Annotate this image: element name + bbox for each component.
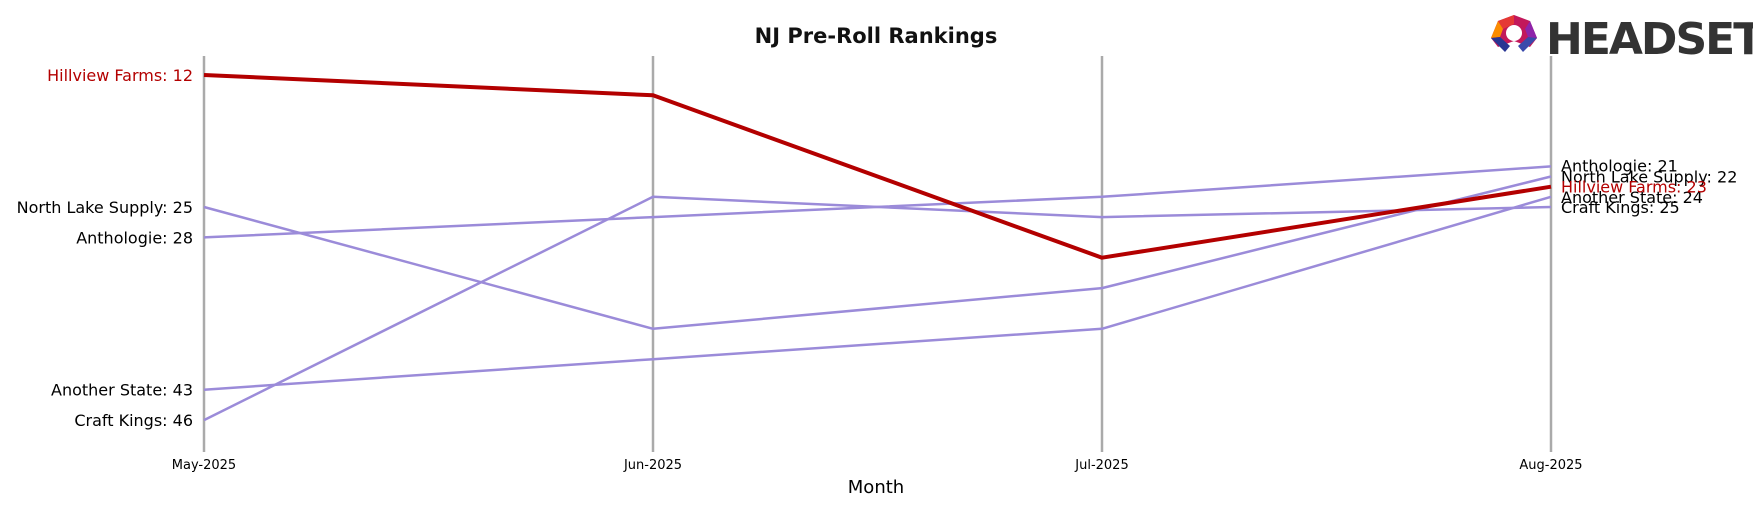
end-label-anthologie: Anthologie: 21 [1561,156,1678,175]
start-labels: North Lake Supply: 25 Anthologie: 28 Anoth… [17,66,193,430]
end-label-craft-kings: Craft Kings: 25 [1561,198,1680,217]
series-line-north-lake-supply [203,175,1552,331]
x-tick-jun-2025: Jun-2025 [623,458,682,473]
start-label-anthologie: Anthologie: 28 [76,228,193,247]
x-tick-labels: May-2025 Jun-2025 Jul-2025 Aug-2025 [172,458,1583,473]
x-tick-aug-2025: Aug-2025 [1519,458,1582,473]
end-label-north-lake-supply: North Lake Supply: 22 [1561,168,1737,187]
headset-logo-icon [1491,15,1537,52]
series-line-another-state [203,195,1552,391]
start-label-north-lake-supply: North Lake Supply: 25 [17,198,193,217]
x-tick-may-2025: May-2025 [172,458,236,473]
series-lines [203,73,1552,422]
x-tick-jul-2025: Jul-2025 [1074,458,1128,473]
series-line-hillview-farms [203,73,1552,260]
series-line-craft-kings [203,195,1552,422]
month-gridlines [202,56,1553,452]
start-label-craft-kings: Craft Kings: 46 [74,411,193,430]
start-label-hillview-farms: Hillview Farms: 12 [47,66,193,85]
x-axis-label: Month [848,477,904,498]
headset-logo-text: HEADSET [1546,14,1753,65]
chart-title: NJ Pre-Roll Rankings [755,24,998,48]
end-label-hillview-farms: Hillview Farms: 23 [1561,178,1707,197]
start-label-another-state: Another State: 43 [51,381,193,400]
end-label-another-state: Another State: 24 [1561,188,1703,207]
headset-logo: HEADSET [1491,14,1753,65]
